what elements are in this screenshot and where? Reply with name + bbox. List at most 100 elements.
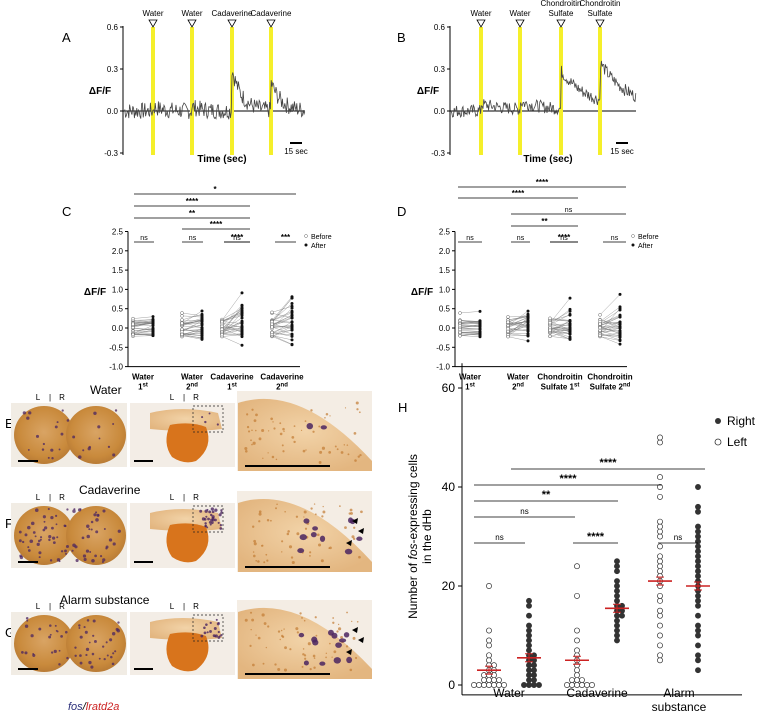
paired-ytick-label: 2.5 — [112, 228, 124, 237]
stained-cell — [36, 542, 40, 547]
point-after — [568, 309, 572, 313]
fos-positive-cell — [299, 534, 307, 541]
stained-cell — [26, 416, 30, 420]
point-right — [526, 662, 532, 669]
label-sep: | — [49, 493, 51, 502]
tissue-speckle — [328, 451, 332, 454]
stimulus-label: Water — [470, 9, 491, 18]
paired-group-label: Water — [132, 373, 154, 382]
tissue-speckle — [307, 642, 311, 646]
h-category-label: substance — [652, 700, 707, 714]
label-left: L — [36, 393, 41, 402]
panel-label-b: B — [397, 30, 406, 45]
stained-cell — [115, 627, 119, 632]
h-sig-label: **** — [599, 457, 617, 469]
tissue-speckle — [310, 507, 313, 510]
paired-group-label-2: 2nd — [186, 383, 198, 392]
paired-group-label-2: 1st — [138, 383, 148, 392]
tissue-speckle — [277, 667, 281, 671]
paired-link — [271, 296, 293, 321]
fos-positive-cell — [333, 657, 341, 664]
tissue-speckle — [353, 526, 356, 529]
left-hemisphere — [14, 615, 74, 672]
paired-link — [459, 333, 481, 336]
stained-cell — [82, 554, 87, 558]
stained-cell — [92, 619, 96, 623]
paired-group-label: Water — [507, 373, 529, 382]
paired-link — [221, 317, 243, 331]
h-ytick-label: 20 — [442, 579, 456, 593]
stained-cell — [97, 425, 101, 429]
point-right — [695, 612, 701, 619]
point-before — [598, 325, 602, 330]
paired-ylabel: ΔF/F — [411, 287, 433, 298]
point-after — [618, 305, 622, 309]
stained-cell — [34, 508, 39, 512]
point-left — [574, 682, 580, 688]
paired-link — [549, 323, 571, 330]
stained-cell — [42, 442, 46, 446]
paired-link — [271, 325, 293, 333]
stained-cell — [81, 536, 85, 540]
stained-cell — [203, 518, 207, 521]
tissue-speckle — [252, 525, 255, 528]
stained-cell — [60, 432, 64, 436]
tissue-speckle — [255, 413, 258, 417]
legend-before-marker — [304, 234, 308, 238]
stained-cell — [205, 515, 208, 518]
stained-cell — [34, 535, 37, 538]
stained-cell — [112, 453, 116, 457]
point-right — [521, 682, 527, 688]
tissue-speckle — [318, 425, 321, 428]
point-right — [695, 523, 701, 530]
stained-cell — [48, 635, 52, 639]
tissue-speckle — [253, 554, 256, 558]
stained-cell — [85, 647, 90, 652]
stained-cell — [205, 623, 208, 626]
arrowhead-icon — [358, 637, 364, 643]
stained-cell — [24, 624, 29, 628]
paired-ytick-label: 1.0 — [112, 285, 124, 294]
label-sep: | — [183, 602, 185, 611]
paired-link — [599, 294, 621, 315]
point-right — [531, 672, 537, 679]
tissue-speckle — [354, 656, 358, 660]
point-left — [657, 474, 663, 481]
paired-ytick-label: 1.0 — [439, 285, 451, 294]
paired-link — [459, 331, 481, 333]
stained-cell — [209, 621, 212, 625]
tissue-speckle — [275, 458, 278, 461]
fos-positive-cell — [303, 518, 310, 524]
tissue-speckle — [352, 636, 356, 640]
stained-cell — [117, 621, 120, 624]
paired-link — [599, 327, 621, 331]
trace-ytick-label: 0.6 — [434, 23, 446, 32]
stained-cell — [39, 538, 42, 541]
stimulus-marker-icon — [595, 19, 605, 28]
tissue-speckle — [356, 620, 359, 623]
stained-cell — [79, 654, 82, 657]
tissue-speckle — [302, 648, 305, 650]
paired-link — [271, 326, 293, 335]
point-left — [486, 627, 492, 634]
paired-link — [221, 327, 243, 334]
stimulus-label: Sulfate — [549, 9, 574, 18]
stained-cell — [47, 456, 50, 459]
tissue-speckle — [303, 510, 307, 514]
point-left — [657, 657, 663, 664]
tissue-speckle — [291, 560, 295, 565]
point-after — [200, 327, 204, 331]
point-after — [478, 320, 482, 324]
tissue-speckle — [252, 663, 255, 667]
point-before — [180, 321, 184, 325]
tissue-speckle — [280, 629, 283, 632]
point-before — [506, 320, 510, 324]
paired-link — [132, 320, 154, 324]
h-sig-label: ns — [495, 533, 503, 542]
fos-positive-cell — [297, 548, 305, 554]
paired-link — [181, 314, 203, 321]
stained-cell — [85, 653, 88, 657]
paired-group-label: Water — [181, 373, 203, 382]
point-after — [478, 309, 482, 313]
stained-cell — [78, 627, 81, 629]
